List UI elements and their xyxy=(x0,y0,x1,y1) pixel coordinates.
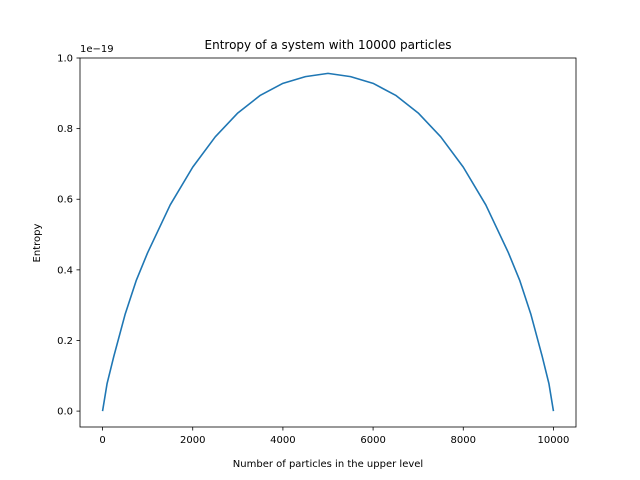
y-axis-label: Entropy xyxy=(32,223,43,262)
x-tick-label: 4000 xyxy=(270,435,295,446)
x-axis-label: Number of particles in the upper level xyxy=(233,459,423,470)
plot-area: 0 2000 4000 6000 8000 10000 0.0 0.2 0.4 0.6 0.8 1.0 xyxy=(57,54,569,447)
x-tick-label: 10000 xyxy=(538,435,570,446)
y-offset-label: 1e−19 xyxy=(80,44,114,55)
y-tick-label: 0.4 xyxy=(57,265,73,276)
x-tick-label: 8000 xyxy=(451,435,476,446)
x-tick-label: 0 xyxy=(99,435,105,446)
x-tick-label: 2000 xyxy=(180,435,205,446)
y-tick-label: 0.8 xyxy=(57,124,73,135)
y-tick-label: 0.0 xyxy=(57,407,73,418)
chart-title: Entropy of a system with 10000 particles xyxy=(205,38,452,52)
y-tick-label: 0.2 xyxy=(57,336,73,347)
y-tick-label: 1.0 xyxy=(57,54,73,65)
axes-frame xyxy=(79,57,577,428)
entropy-series-line xyxy=(101,72,555,412)
x-tick-label: 6000 xyxy=(360,435,385,446)
y-tick-label: 0.6 xyxy=(57,195,73,206)
